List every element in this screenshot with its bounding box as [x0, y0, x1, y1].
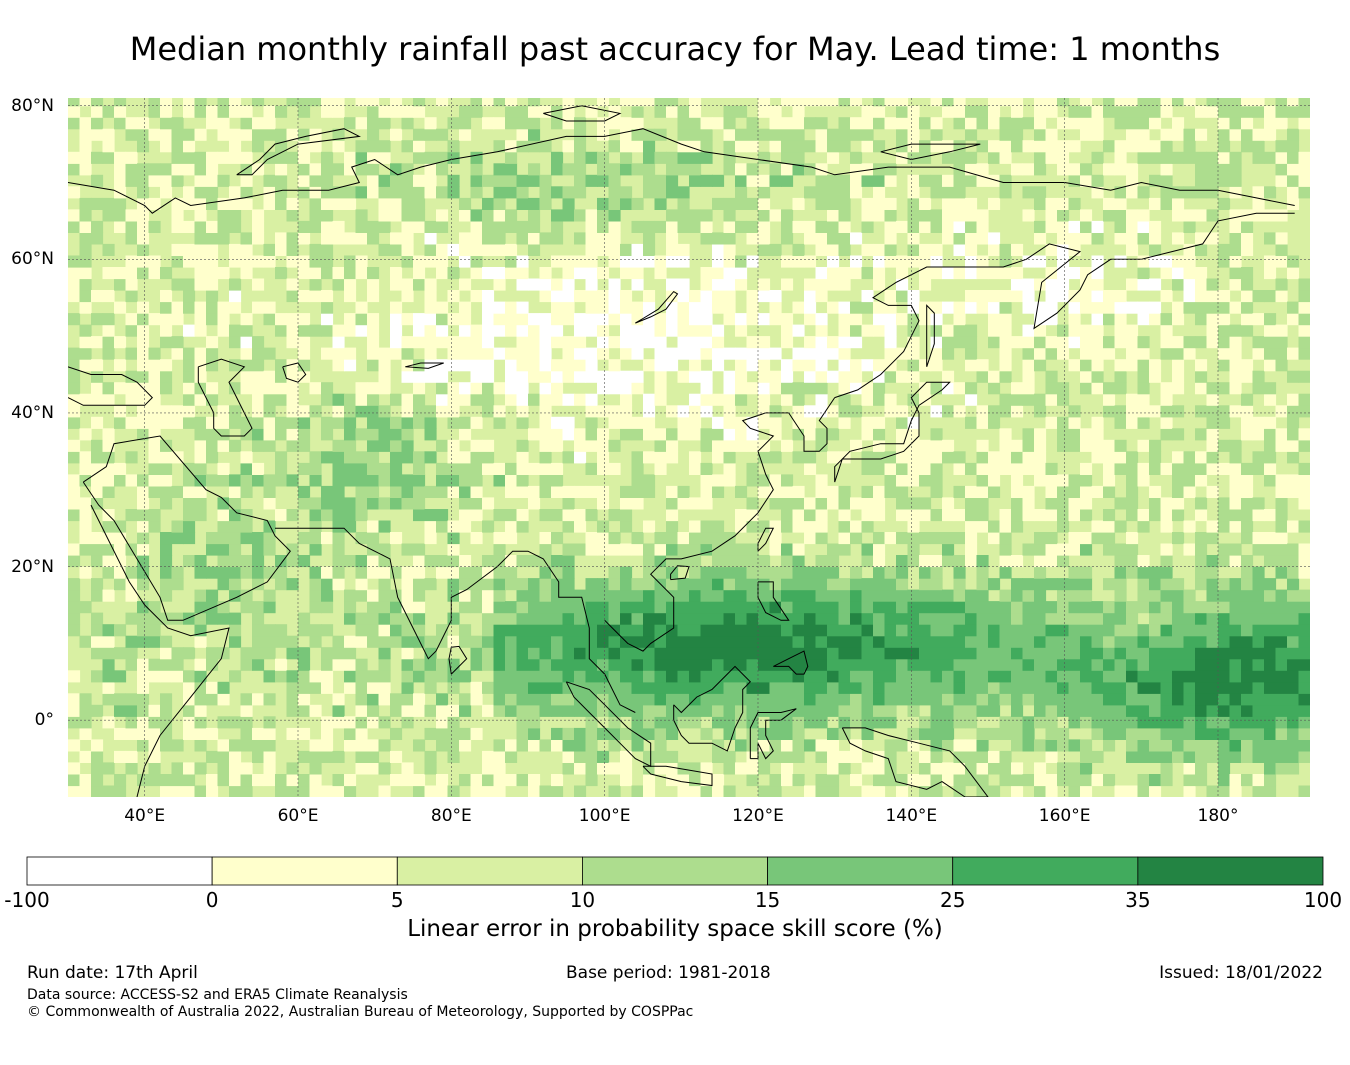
coastline-segment — [68, 366, 154, 406]
graticule — [68, 98, 1310, 797]
colorbar-swatch — [952, 856, 1139, 886]
latitude-tick-label: 20°N — [11, 556, 54, 577]
coastline-segment — [841, 727, 989, 797]
coastline-segment — [788, 397, 836, 452]
coastline-segment — [642, 765, 713, 787]
coastline-segment — [834, 212, 1295, 399]
longitude-tick-label: 40°E — [124, 806, 166, 826]
latitude-tick-label: 80°N — [11, 95, 54, 116]
colorbar-swatch — [211, 856, 398, 886]
coastline-segment — [673, 665, 752, 752]
data-source: Data source: ACCESS-S2 and ERA5 Climate … — [27, 987, 408, 1003]
colorbar-tick-label: 0 — [205, 888, 219, 912]
latitude-tick-label: 40°N — [11, 402, 54, 423]
coastline-segment — [236, 128, 361, 176]
latitude-tick-label: 0° — [34, 710, 54, 731]
colorbar-swatch — [26, 856, 213, 886]
skill-score-field — [68, 98, 1310, 797]
coastline-segment — [68, 128, 1295, 214]
coastline-segment — [635, 290, 679, 324]
coastline-segment — [834, 381, 951, 483]
coastline-segment — [82, 435, 291, 621]
coastline-segment — [757, 527, 775, 552]
colorbar-tick-label: 25 — [939, 888, 966, 912]
colorbar — [26, 856, 1324, 886]
issued-date: Issued: 18/01/2022 — [1159, 963, 1323, 983]
colorbar-swatch — [1137, 856, 1324, 886]
colorbar-swatch — [767, 856, 954, 886]
coastline-segment — [773, 650, 809, 675]
coastline-segment — [275, 527, 636, 713]
coastline-segment — [197, 358, 253, 437]
latitude-tick-label: 60°N — [11, 249, 54, 270]
coastline-segment — [565, 681, 652, 768]
coastline-segment — [543, 105, 622, 122]
colorbar-tick-label: 15 — [754, 888, 781, 912]
colorbar-tick-label: 100 — [1303, 888, 1343, 912]
coastline-segment — [670, 565, 690, 581]
coastlines — [68, 105, 1295, 797]
longitude-tick-label: 140°E — [885, 806, 938, 826]
colorbar-tick-label: 35 — [1125, 888, 1151, 912]
colorbar-swatch — [582, 856, 768, 886]
coastline-segment — [604, 412, 789, 652]
map-title: Median monthly rainfall past accuracy fo… — [129, 30, 1221, 68]
coastline-segment — [405, 362, 444, 369]
longitude-tick-label: 160°E — [1038, 806, 1091, 826]
longitude-tick-label: 80°E — [430, 806, 472, 826]
longitude-tick-label: 180° — [1197, 806, 1239, 826]
coastline-segment — [90, 504, 230, 797]
longitude-tick-label: 120°E — [732, 806, 784, 826]
colorbar-swatch — [396, 856, 583, 886]
run-date: Run date: 17th April — [27, 963, 198, 983]
coastline-segment — [757, 581, 790, 621]
copyright: © Commonwealth of Australia 2022, Austra… — [27, 1004, 694, 1020]
longitude-tick-label: 100°E — [578, 806, 631, 826]
coastline-segment — [448, 645, 468, 675]
colorbar-tick-label: -100 — [4, 888, 50, 912]
coastline-segment — [926, 304, 935, 367]
longitude-tick-label: 60°E — [277, 806, 319, 826]
coastline-segment — [282, 362, 307, 383]
colorbar-tick-label: 10 — [569, 888, 596, 912]
colorbar-tick-label: 5 — [390, 888, 404, 912]
colorbar-title: Linear error in probability space skill … — [407, 916, 943, 942]
base-period: Base period: 1981-2018 — [566, 963, 771, 983]
